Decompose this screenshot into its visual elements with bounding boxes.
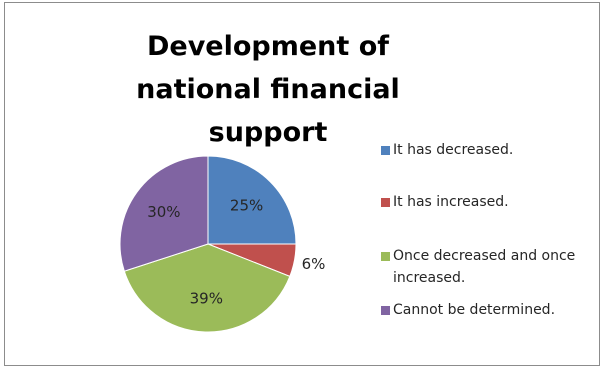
- legend-label-decreased: It has decreased.: [393, 142, 514, 158]
- chart-frame: Development of national financial suppor…: [4, 2, 600, 366]
- pie-slice-mixed: [123, 243, 291, 333]
- legend-label-mixed: Once decreased and once increased.: [393, 248, 576, 286]
- pie-slice-undetermined: [119, 155, 209, 272]
- slice-label-mixed: 39%: [190, 290, 223, 308]
- pie-slice-decreased: [207, 155, 297, 245]
- legend-item-mixed: Once decreased and once increased.: [381, 245, 596, 289]
- slice-label-increased: 6%: [302, 255, 326, 273]
- pie-slices: [119, 155, 297, 333]
- legend-item-increased: It has increased.: [381, 191, 509, 213]
- chart-title: Development of national financial suppor…: [136, 31, 400, 148]
- legend-swatch-decreased: [381, 146, 390, 155]
- legend-item-undetermined: Cannot be determined.: [381, 299, 555, 321]
- pie-labels: 25% 6% 39% 30%: [147, 196, 325, 307]
- legend-swatch-increased: [381, 198, 390, 207]
- slice-label-decreased: 25%: [230, 196, 263, 214]
- legend-label-increased: It has increased.: [393, 194, 509, 210]
- legend-swatch-mixed: [381, 252, 390, 261]
- legend-label-undetermined: Cannot be determined.: [393, 302, 556, 318]
- pie-chart: 25% 6% 39% 30%: [119, 155, 325, 333]
- legend-swatch-undetermined: [381, 306, 390, 315]
- legend-item-decreased: It has decreased.: [381, 139, 513, 161]
- slice-label-undetermined: 30%: [147, 203, 180, 221]
